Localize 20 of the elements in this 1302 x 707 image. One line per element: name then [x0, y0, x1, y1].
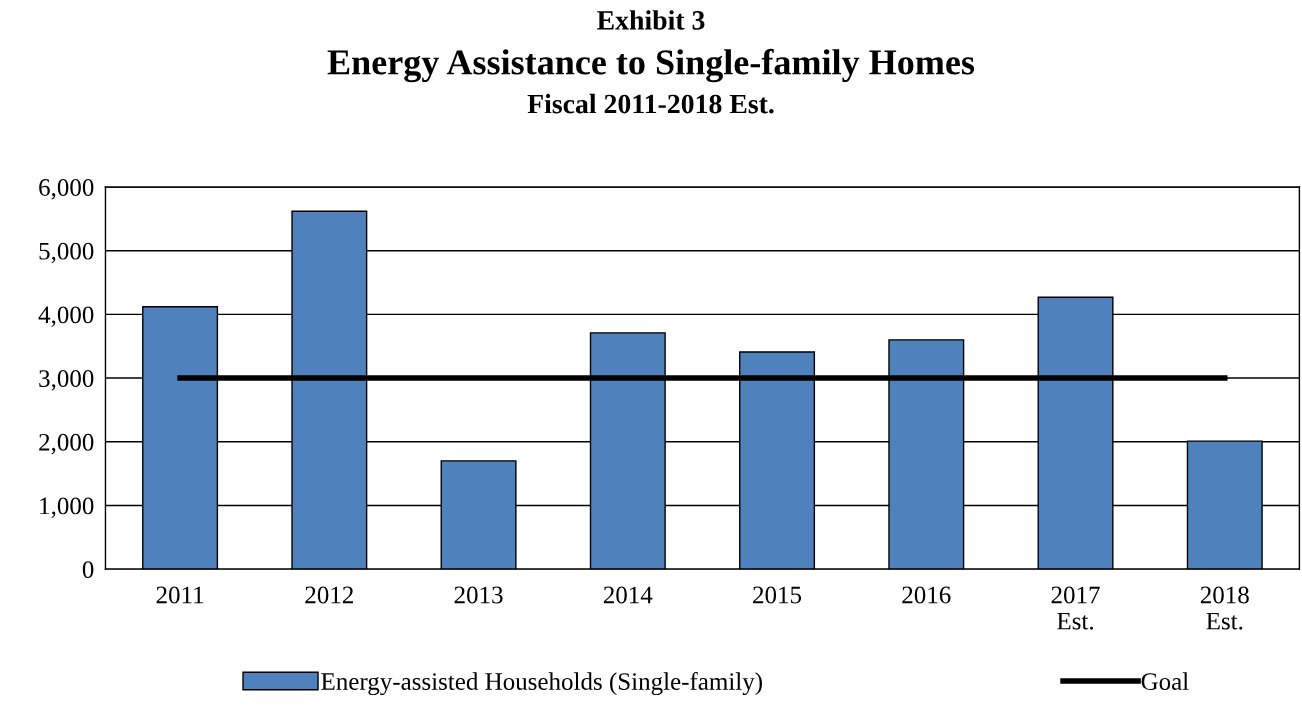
- x-tick-label: 2014: [603, 586, 653, 604]
- y-tick-label: 1,000: [40, 497, 94, 518]
- chart-title: Energy Assistance to Single-family Homes: [327, 48, 975, 83]
- x-tick-label: 2017 Est.: [1051, 586, 1100, 630]
- chart-subtitle: Fiscal 2011-2018 Est.: [527, 93, 774, 114]
- x-tick-label: 2012: [305, 586, 353, 604]
- x-tick-label: 2018 Est.: [1200, 586, 1249, 630]
- x-tick-label: 2016: [902, 586, 951, 604]
- text: Exhibit 3: [597, 10, 705, 30]
- x-tick-label: 2015: [753, 586, 802, 604]
- y-tick-label: 5,000: [39, 242, 94, 264]
- x-tick-label: 2013: [454, 586, 503, 604]
- y-tick-label: 3,000: [39, 370, 94, 391]
- legend-label: Energy-assisted Households (Single-family): [321, 672, 762, 696]
- legend-label: Goal: [1141, 672, 1189, 690]
- y-tick-label: 6,000: [39, 179, 94, 200]
- y-tick-label: 4,000: [38, 306, 94, 327]
- y-tick-label: 0: [82, 561, 94, 579]
- x-tick-label: 2011: [156, 586, 204, 604]
- y-tick-label: 2,000: [39, 433, 94, 455]
